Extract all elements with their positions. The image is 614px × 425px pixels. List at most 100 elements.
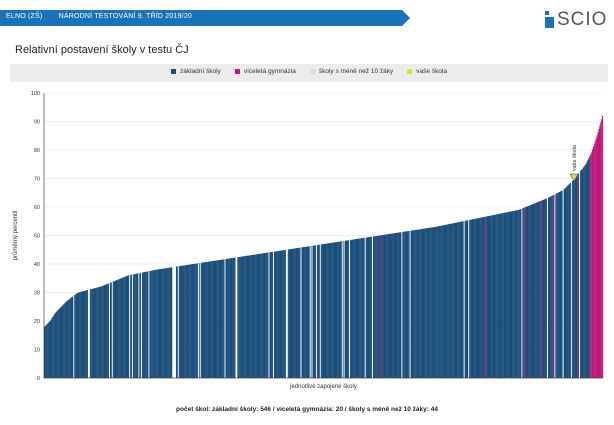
legend-label: vaše škola (416, 68, 447, 75)
bar (331, 242, 333, 378)
bar (395, 232, 397, 378)
bar (522, 208, 524, 378)
bar (280, 250, 282, 378)
bar (564, 188, 566, 378)
bar (282, 250, 284, 378)
bar (463, 221, 465, 378)
bar (355, 239, 357, 378)
bar (107, 283, 109, 378)
bar (44, 326, 46, 378)
bar (350, 239, 352, 378)
bar (547, 198, 549, 378)
bar (277, 251, 279, 378)
bar (289, 249, 291, 378)
bar (208, 261, 211, 378)
bar (77, 292, 79, 378)
bar (357, 238, 359, 378)
bar (440, 225, 442, 378)
bar (283, 250, 285, 378)
bar (75, 294, 77, 378)
bar (74, 294, 76, 378)
bar (110, 282, 112, 378)
bar (399, 232, 401, 378)
bar (156, 269, 158, 378)
bar (339, 241, 341, 378)
bar (350, 239, 353, 378)
bar (120, 278, 122, 378)
bar (316, 245, 318, 378)
bar (443, 225, 445, 378)
bar (228, 258, 230, 378)
bar (308, 246, 310, 378)
y-tick-label: 0 (37, 376, 40, 382)
bar (520, 208, 522, 378)
bar (423, 228, 425, 378)
bar (517, 209, 519, 378)
bar (473, 218, 475, 378)
bar (219, 259, 222, 378)
bar (330, 242, 332, 378)
bar (95, 287, 97, 378)
bar (71, 297, 73, 378)
bar (549, 196, 551, 378)
bar (345, 240, 347, 378)
bar (349, 240, 351, 378)
bar (236, 257, 238, 378)
bar (434, 226, 436, 378)
bar (558, 192, 560, 378)
bar (147, 271, 149, 378)
bar (167, 267, 169, 378)
bar (401, 232, 403, 378)
bar (76, 293, 78, 378)
bar (574, 177, 576, 378)
bar (151, 270, 153, 378)
bar (265, 252, 267, 378)
bar (241, 256, 243, 378)
bar (526, 206, 528, 378)
bar (158, 269, 160, 378)
bar (318, 244, 320, 378)
bar (135, 273, 137, 378)
bar (454, 222, 456, 378)
bar (402, 231, 404, 378)
bar (268, 252, 270, 378)
bar (444, 224, 446, 378)
bar (409, 230, 411, 378)
bar (551, 195, 553, 378)
bar (559, 191, 561, 378)
bar (296, 248, 298, 378)
bar (191, 264, 193, 378)
header-banner: ELNO (ZŠ) NÁRODNÍ TESTOVÁNÍ 9. TŘÍD 2019… (0, 10, 410, 26)
bar (471, 219, 473, 378)
bar (246, 255, 248, 378)
bar (462, 221, 464, 378)
bar (419, 229, 421, 378)
bar (278, 250, 280, 378)
bar (361, 238, 364, 378)
bar (356, 238, 358, 378)
bar (133, 274, 135, 378)
bar (428, 227, 430, 378)
bar (446, 224, 448, 378)
bar (178, 266, 180, 378)
bar (513, 210, 515, 378)
bar (222, 259, 224, 378)
bar (561, 190, 563, 378)
bar (362, 237, 364, 378)
bar (207, 261, 209, 378)
bar (539, 201, 541, 378)
legend-item: školy s méně než 10 žáky (309, 68, 393, 75)
bar (581, 169, 583, 378)
bar (509, 211, 511, 378)
bar (154, 269, 156, 378)
y-tick-label: 40 (34, 262, 40, 268)
bar (592, 146, 594, 378)
bar (153, 270, 155, 378)
bar (508, 211, 510, 378)
bar (336, 242, 338, 378)
bar (298, 247, 300, 378)
bar (329, 243, 331, 378)
bar (132, 274, 134, 378)
bar (245, 255, 247, 378)
bar (211, 261, 213, 378)
